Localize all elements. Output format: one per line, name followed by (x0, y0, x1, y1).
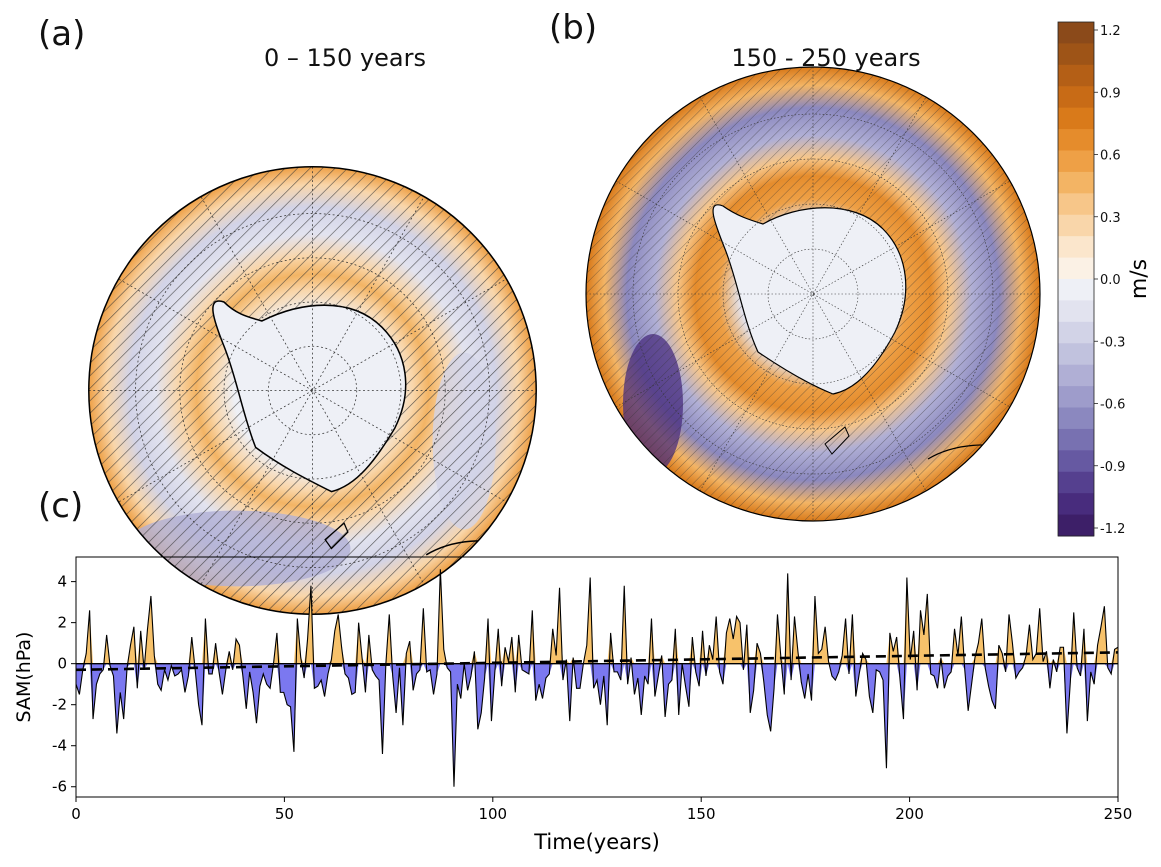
colorbar-swatch (1058, 107, 1094, 130)
panel-a-label: (a) (38, 14, 86, 54)
colorbar-swatch (1058, 343, 1094, 366)
y-tick-label: -6 (52, 778, 67, 796)
y-tick-label: 4 (57, 573, 67, 591)
colorbar-swatch (1058, 193, 1094, 216)
plot-frame (75, 556, 1119, 798)
colorbar-tick-label: 0.6 (1100, 149, 1121, 164)
colorbar-unit-label: m/s (1127, 259, 1152, 299)
colorbar-swatch (1058, 236, 1094, 259)
map-panel-b (585, 66, 1041, 522)
colorbar-tick-label: 0.9 (1100, 86, 1121, 101)
positive-sam-fill (76, 569, 1118, 664)
x-tick-label: 100 (478, 805, 507, 823)
colorbar-swatch (1058, 257, 1094, 280)
x-tick-label: 200 (895, 805, 924, 823)
colorbar-tick-label: -0.6 (1100, 398, 1125, 413)
y-tick-label: -4 (52, 737, 67, 755)
x-tick-label: 50 (275, 805, 294, 823)
colorbar-swatch (1058, 86, 1094, 109)
colorbar-swatch (1058, 22, 1094, 44)
colorbar-swatch (1058, 407, 1094, 430)
colorbar-tick-label: 0.0 (1100, 273, 1121, 288)
colorbar-tick-label: -1.2 (1100, 522, 1125, 537)
colorbar-swatch (1058, 150, 1094, 173)
sam-trend-line (75, 651, 1119, 672)
colorbar-swatch (1058, 129, 1094, 151)
colorbar-tick-label: -0.9 (1100, 460, 1125, 475)
sam-series-line (75, 569, 1119, 787)
colorbar: 1.2 0.9 0.6 0.3 0.0 -0.3 -0.6 -0.9 -1.2 m/s (1057, 21, 1152, 537)
colorbar-swatch (1058, 300, 1094, 323)
y-axis-label: SAM(hPa) (13, 632, 35, 723)
x-axis-label: Time(years) (533, 830, 660, 854)
antarctica-outline-b (712, 204, 907, 395)
new-zealand-outline-a (324, 522, 349, 550)
x-tick-label: 250 (1104, 805, 1133, 823)
y-tick-label: 0 (57, 655, 67, 673)
new-zealand-outline-b (824, 426, 850, 455)
colorbar-swatch (1058, 450, 1094, 473)
colorbar-tick-label: -0.3 (1100, 335, 1125, 350)
y-tick-label: -2 (52, 696, 67, 714)
colorbar-tick-label: 0.3 (1100, 211, 1121, 226)
colorbar-swatch (1058, 43, 1094, 66)
colorbar-swatch (1058, 386, 1094, 408)
map-b-gridlines (586, 67, 1040, 521)
colorbar-swatch (1058, 514, 1094, 537)
colorbar-swatch (1058, 279, 1094, 301)
colorbar-swatch (1058, 321, 1094, 344)
colorbar-swatch (1058, 171, 1094, 194)
sam-time-series-chart: 0 50 100 150 200 250 -6 -4 -2 0 2 4 Time(years) SAM(h… (13, 556, 1133, 854)
colorbar-swatch (1058, 471, 1094, 494)
panel-c-label: (c) (38, 486, 84, 526)
panel-a-title: 0 – 150 years (263, 44, 426, 72)
colorbar-swatch (1058, 64, 1094, 87)
panel-b-label: (b) (549, 8, 598, 48)
colorbar-tick-label: 1.2 (1100, 24, 1121, 39)
colorbar-swatch (1058, 493, 1094, 516)
x-tick-label: 0 (71, 805, 81, 823)
y-tick-label: 2 (57, 614, 67, 632)
map-a-gridlines (88, 166, 537, 615)
map-panel-a (88, 166, 537, 615)
colorbar-swatch (1058, 214, 1094, 237)
colorbar-swatch (1058, 364, 1094, 387)
x-tick-label: 150 (687, 805, 716, 823)
colorbar-swatch (1058, 428, 1094, 451)
